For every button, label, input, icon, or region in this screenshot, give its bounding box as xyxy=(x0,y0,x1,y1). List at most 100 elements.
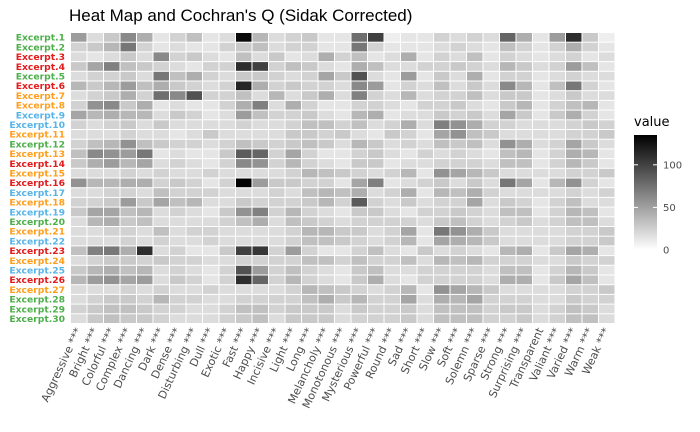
heatmap-cell xyxy=(87,197,103,207)
heatmap-cell xyxy=(104,168,120,178)
heatmap-cell xyxy=(351,120,367,129)
heatmap-cell xyxy=(516,207,532,217)
heatmap-cell xyxy=(599,71,615,81)
heatmap-cell xyxy=(285,139,301,149)
heatmap-cell xyxy=(318,207,334,217)
heatmap-cell xyxy=(483,236,499,246)
heatmap-cell xyxy=(483,159,499,168)
heatmap-cell xyxy=(71,139,87,149)
heatmap-cell xyxy=(516,246,532,256)
heatmap-cell xyxy=(368,246,384,256)
heatmap-cell xyxy=(318,246,334,256)
heatmap-cell xyxy=(582,304,598,314)
heatmap-cell xyxy=(285,52,301,62)
heatmap-cell xyxy=(500,149,516,159)
heatmap-cell xyxy=(269,62,285,71)
heatmap-cell xyxy=(533,120,549,129)
heatmap-cell xyxy=(285,304,301,314)
row-label: Excerpt.10 xyxy=(9,120,65,131)
heatmap-cell xyxy=(417,265,433,275)
heatmap-cell xyxy=(87,130,103,139)
heatmap-cell xyxy=(236,100,252,110)
heatmap-cell xyxy=(252,139,268,149)
heatmap-cell xyxy=(516,120,532,129)
heatmap-cell xyxy=(483,217,499,226)
heatmap-cell xyxy=(104,207,120,217)
heatmap-cell xyxy=(417,246,433,256)
heatmap-cell xyxy=(104,149,120,159)
heatmap-cell xyxy=(467,91,483,100)
heatmap-cell xyxy=(252,149,268,159)
heatmap-cell xyxy=(401,265,417,275)
heatmap-cell xyxy=(582,130,598,139)
heatmap-cell xyxy=(120,294,136,304)
heatmap-cell xyxy=(450,188,466,197)
heatmap-cell xyxy=(318,52,334,62)
heatmap-cell xyxy=(384,304,400,314)
heatmap-cell xyxy=(401,246,417,256)
heatmap-cell xyxy=(549,285,565,294)
heatmap-cell xyxy=(236,52,252,62)
heatmap-cell xyxy=(582,168,598,178)
heatmap-cell xyxy=(417,168,433,178)
heatmap-cell xyxy=(335,100,351,110)
heatmap-cell xyxy=(120,246,136,256)
heatmap-cell xyxy=(137,178,153,188)
heatmap-cell xyxy=(252,217,268,226)
heatmap-cell xyxy=(549,91,565,100)
heatmap-cell xyxy=(104,285,120,294)
heatmap-cell xyxy=(269,188,285,197)
heatmap-cell xyxy=(401,256,417,265)
heatmap-cell xyxy=(351,227,367,236)
heatmap-cell xyxy=(87,139,103,149)
heatmap-cell xyxy=(368,314,384,323)
heatmap-cell xyxy=(252,275,268,285)
heatmap-cell xyxy=(153,81,169,91)
heatmap-cell xyxy=(186,314,202,323)
heatmap-cell xyxy=(533,275,549,285)
heatmap-cell xyxy=(384,91,400,100)
heatmap-cell xyxy=(269,81,285,91)
legend-ticks: 0 50 100 xyxy=(634,160,682,257)
heatmap-cell xyxy=(269,275,285,285)
heatmap-cell xyxy=(71,110,87,120)
heatmap-cell xyxy=(104,265,120,275)
heatmap-cell xyxy=(269,207,285,217)
heatmap-cell xyxy=(269,33,285,42)
heatmap-cell xyxy=(500,236,516,246)
heatmap-cell xyxy=(582,265,598,275)
heatmap-cell xyxy=(401,207,417,217)
heatmap-cell xyxy=(104,71,120,81)
heatmap-cell xyxy=(368,120,384,129)
heatmap-cell xyxy=(87,265,103,275)
heatmap-cell xyxy=(104,246,120,256)
heatmap-cell xyxy=(368,217,384,226)
heatmap-cell xyxy=(566,62,582,71)
heatmap-cell xyxy=(549,178,565,188)
heatmap-cell xyxy=(170,91,186,100)
heatmap-cell xyxy=(137,100,153,110)
heatmap-cell xyxy=(599,149,615,159)
heatmap-cell xyxy=(500,285,516,294)
heatmap-cell xyxy=(269,110,285,120)
heatmap-cell xyxy=(170,110,186,120)
heatmap-cell xyxy=(269,217,285,226)
heatmap-cell xyxy=(467,236,483,246)
heatmap-cell xyxy=(434,246,450,256)
heatmap-cell xyxy=(483,52,499,62)
heatmap-cell xyxy=(434,91,450,100)
heatmap-cell xyxy=(236,110,252,120)
heatmap-cell xyxy=(384,285,400,294)
heatmap-cell xyxy=(318,285,334,294)
row-label: Excerpt.8 xyxy=(16,101,65,112)
heatmap-cell xyxy=(384,314,400,323)
heatmap-cell xyxy=(269,100,285,110)
heatmap-cell xyxy=(153,149,169,159)
heatmap-cell xyxy=(285,227,301,236)
heatmap-cell xyxy=(219,256,235,265)
heatmap-cell xyxy=(87,71,103,81)
heatmap-cell xyxy=(549,197,565,207)
heatmap-cell xyxy=(186,52,202,62)
heatmap-cell xyxy=(582,246,598,256)
heatmap-cell xyxy=(599,42,615,52)
